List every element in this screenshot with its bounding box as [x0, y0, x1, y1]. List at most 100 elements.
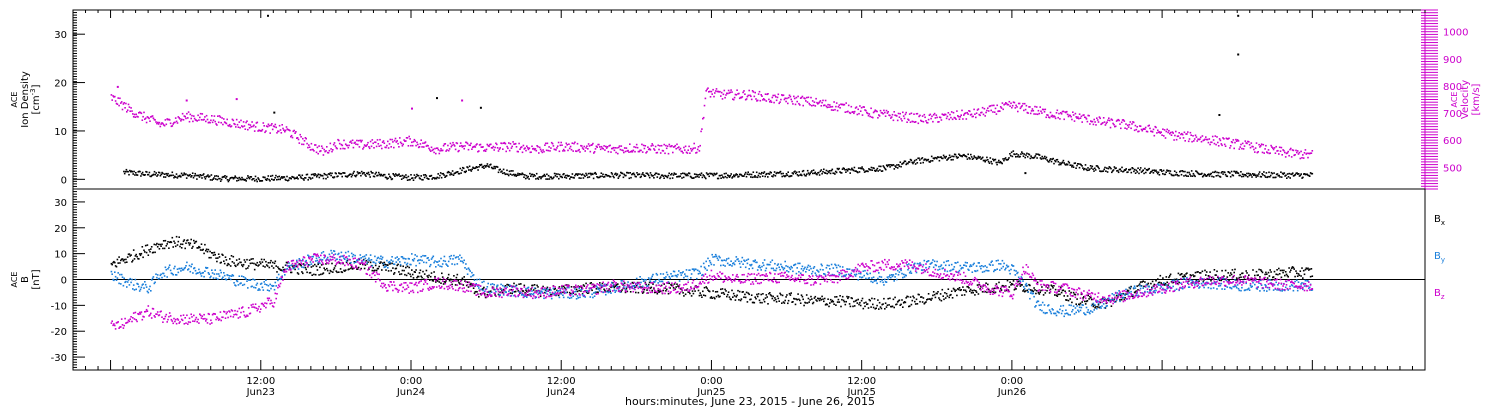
data-point [858, 167, 860, 169]
data-point [622, 150, 624, 152]
data-point [157, 246, 159, 248]
data-point [1265, 272, 1267, 274]
data-point [617, 153, 619, 155]
data-point [1229, 275, 1231, 277]
data-point [703, 294, 705, 296]
data-point [845, 304, 847, 306]
data-point [1171, 134, 1173, 136]
data-point [1224, 144, 1226, 146]
data-point [311, 143, 313, 145]
data-point [580, 177, 582, 179]
data-point [1251, 176, 1253, 178]
data-point [321, 145, 323, 147]
data-point [578, 149, 580, 151]
data-point [694, 173, 696, 175]
data-point [619, 175, 621, 177]
data-point [189, 265, 191, 267]
data-point [532, 285, 534, 287]
data-point [724, 289, 726, 291]
data-point [1199, 138, 1201, 140]
data-point [1055, 118, 1057, 120]
data-point [233, 282, 235, 284]
data-point [951, 156, 953, 158]
data-point [602, 174, 604, 176]
data-point [1024, 153, 1026, 155]
data-point [226, 279, 228, 281]
data-point [878, 166, 880, 168]
data-point [333, 144, 335, 146]
data-point [719, 175, 721, 177]
data-point [613, 147, 615, 149]
data-point [352, 174, 354, 176]
data-point [1067, 114, 1069, 116]
data-point [1063, 289, 1065, 291]
data-point [1098, 121, 1100, 123]
data-point [170, 270, 172, 272]
data-point [1235, 139, 1237, 141]
data-point [206, 115, 208, 117]
data-point [833, 301, 835, 303]
data-point [368, 146, 370, 148]
data-point [183, 172, 185, 174]
data-point [991, 163, 993, 165]
data-point [457, 256, 459, 258]
data-point [426, 175, 428, 177]
data-point [717, 291, 719, 293]
data-point [257, 262, 259, 264]
data-point [343, 140, 345, 142]
data-point [196, 120, 198, 122]
data-point [487, 286, 489, 288]
data-point [578, 177, 580, 179]
data-point [506, 146, 508, 148]
data-point [975, 290, 977, 292]
data-point [376, 260, 378, 262]
data-point [348, 147, 350, 149]
data-point [601, 176, 603, 178]
data-point [456, 256, 458, 258]
data-point [500, 284, 502, 286]
data-point [951, 111, 953, 113]
data-point [861, 166, 863, 168]
data-point [220, 270, 222, 272]
data-point [190, 114, 192, 116]
data-point [900, 118, 902, 120]
data-point [591, 290, 593, 292]
data-point [382, 257, 384, 259]
data-point [826, 173, 828, 175]
data-point [988, 110, 990, 112]
data-point [571, 149, 573, 151]
data-point [522, 152, 524, 154]
data-point [947, 295, 949, 297]
data-point [437, 177, 439, 179]
data-point [222, 254, 224, 256]
data-point [1272, 177, 1274, 179]
data-point [381, 148, 383, 150]
data-point [815, 98, 817, 100]
data-point [695, 176, 697, 178]
data-point [377, 139, 379, 141]
data-point [1284, 172, 1286, 174]
data-point [201, 177, 203, 179]
data-point [735, 299, 737, 301]
data-point [1148, 283, 1150, 285]
data-point [1279, 176, 1281, 178]
data-point [1039, 113, 1041, 115]
data-point [702, 177, 704, 179]
data-point [1239, 146, 1241, 148]
data-point [992, 111, 994, 113]
data-point [744, 174, 746, 176]
data-point [457, 274, 459, 276]
data-point [1023, 155, 1025, 157]
data-point [1057, 117, 1059, 119]
data-point [1030, 155, 1032, 157]
data-point [325, 178, 327, 180]
data-point [1231, 171, 1233, 173]
data-point [271, 123, 273, 125]
data-point [1278, 153, 1280, 155]
data-point [359, 172, 361, 174]
data-point [191, 264, 193, 266]
data-point [873, 307, 875, 309]
data-point [419, 263, 421, 265]
data-point [1058, 164, 1060, 166]
